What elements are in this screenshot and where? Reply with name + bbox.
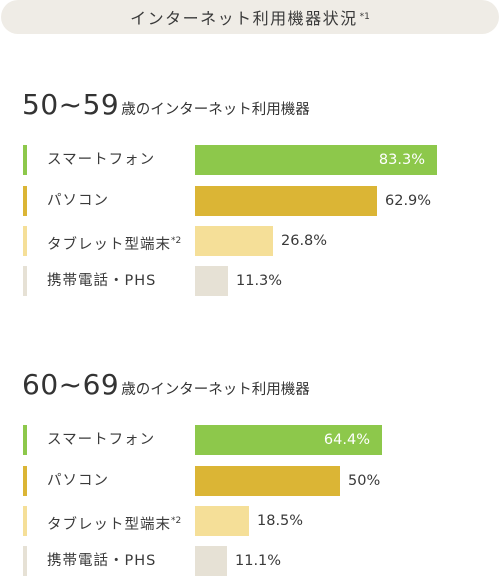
category-label: パソコン [47,186,109,216]
bar [195,425,382,455]
bar-row: 携帯電話・PHS 11.3% [0,266,502,296]
header-title: インターネット利用機器状況 [130,9,358,28]
category-label-text: タブレット型端末 [47,516,171,533]
value-label: 50% [348,473,381,489]
category-marker [23,186,27,216]
bar [195,266,228,296]
category-label: スマートフォン [47,425,155,455]
value-label: 64.4% [323,432,370,448]
category-label-text: スマートフォン [47,152,156,168]
section-title-text: 歳のインターネット利用機器 [121,382,310,398]
bar-row: パソコン 50% [0,466,502,496]
category-label-text: タブレット型端末 [47,236,171,253]
section-title: 60~69 歳のインターネット利用機器 [22,368,310,408]
value-label: 62.9% [385,193,432,209]
value-label: 11.3% [236,273,283,289]
section-title-age: 50~59 [22,88,120,121]
category-label: 携帯電話・PHS [47,546,156,576]
bar-row: タブレット型端末*2 26.8% [0,226,502,256]
chart-header: インターネット利用機器状況 *1 [1,0,499,34]
bar-row: 携帯電話・PHS 11.1% [0,546,502,576]
bar-row: スマートフォン 83.3% [0,145,502,175]
value-label: 83.3% [378,152,425,168]
category-label: タブレット型端末*2 [47,226,181,256]
category-marker [23,226,27,256]
category-label-text: スマートフォン [47,432,156,448]
bar [195,506,249,536]
category-marker [23,466,27,496]
category-marker [23,145,27,175]
value-label: 18.5% [257,513,304,529]
category-marker [23,546,27,576]
section-title-age: 60~69 [22,368,120,401]
category-label-text: 携帯電話・PHS [47,553,157,569]
category-label-text: パソコン [47,473,109,489]
bar [195,466,340,496]
bar-row: スマートフォン 64.4% [0,425,502,455]
bar [195,226,273,256]
category-marker [23,506,27,536]
bar [195,186,377,216]
category-label: パソコン [47,466,109,496]
value-label: 26.8% [281,233,328,249]
bar [195,145,437,175]
bar-row: パソコン 62.9% [0,186,502,216]
category-label: スマートフォン [47,145,155,175]
category-label: タブレット型端末*2 [47,506,181,536]
category-label-text: 携帯電話・PHS [47,273,157,289]
section-title: 50~59 歳のインターネット利用機器 [22,88,310,128]
category-label-text: パソコン [47,193,109,209]
category-label: 携帯電話・PHS [47,266,156,296]
category-marker [23,425,27,455]
category-note: *2 [171,516,182,526]
category-note: *2 [171,236,182,246]
section-title-text: 歳のインターネット利用機器 [121,102,310,118]
value-label: 11.1% [235,553,282,569]
bar [195,546,227,576]
bar-row: タブレット型端末*2 18.5% [0,506,502,536]
header-note: *1 [359,12,370,22]
category-marker [23,266,27,296]
